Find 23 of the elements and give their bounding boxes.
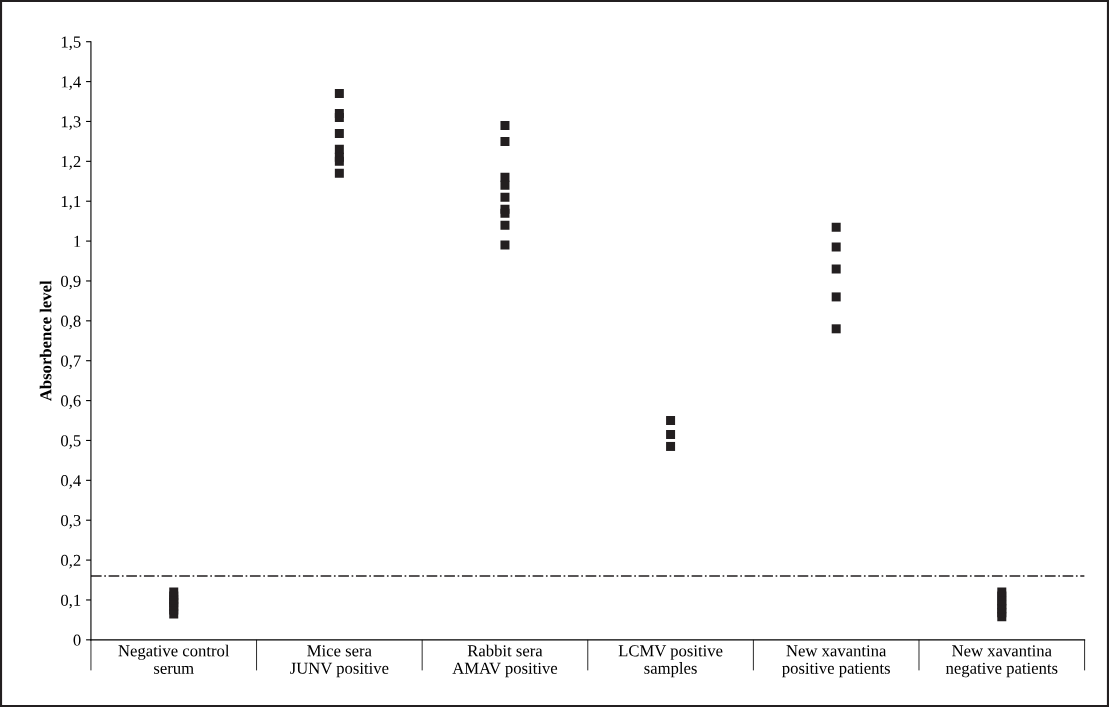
x-tick-label: Negative control serum xyxy=(118,644,230,674)
y-tick-label: 1,2 xyxy=(61,156,81,170)
y-tick-label: 0,1 xyxy=(61,594,81,609)
y-tick-label: 0,4 xyxy=(61,475,81,489)
y-tick-label: 0,7 xyxy=(61,355,81,370)
y-axis-title: Absorbence level xyxy=(39,280,52,402)
y-tick-label: 0,3 xyxy=(61,514,81,529)
y-tick-label: 0 xyxy=(73,634,81,646)
y-tick-label: 1,1 xyxy=(61,195,81,210)
y-tick-label: 0,6 xyxy=(61,395,81,409)
x-tick-label: Rabbit sera AMAV positive xyxy=(452,644,558,678)
y-tick-label: 0,2 xyxy=(61,554,81,569)
x-tick-label: LCMV positive samples xyxy=(618,645,723,678)
y-tick-label: 1 xyxy=(74,235,81,247)
y-tick-label: 1,3 xyxy=(61,116,81,130)
y-tick-label: 0,8 xyxy=(61,315,81,330)
y-tick-label: 1,4 xyxy=(61,76,81,90)
y-tick-label: 0,9 xyxy=(61,275,81,290)
y-tick-label: 1,5 xyxy=(61,36,81,51)
x-tick-label: New xavantina negative patients xyxy=(945,645,1058,678)
x-tick-label: Mice sera JUNV positive xyxy=(290,645,389,678)
x-tick-label: New xavantina positive patients xyxy=(782,645,890,678)
y-tick-label: 0,5 xyxy=(61,435,81,449)
